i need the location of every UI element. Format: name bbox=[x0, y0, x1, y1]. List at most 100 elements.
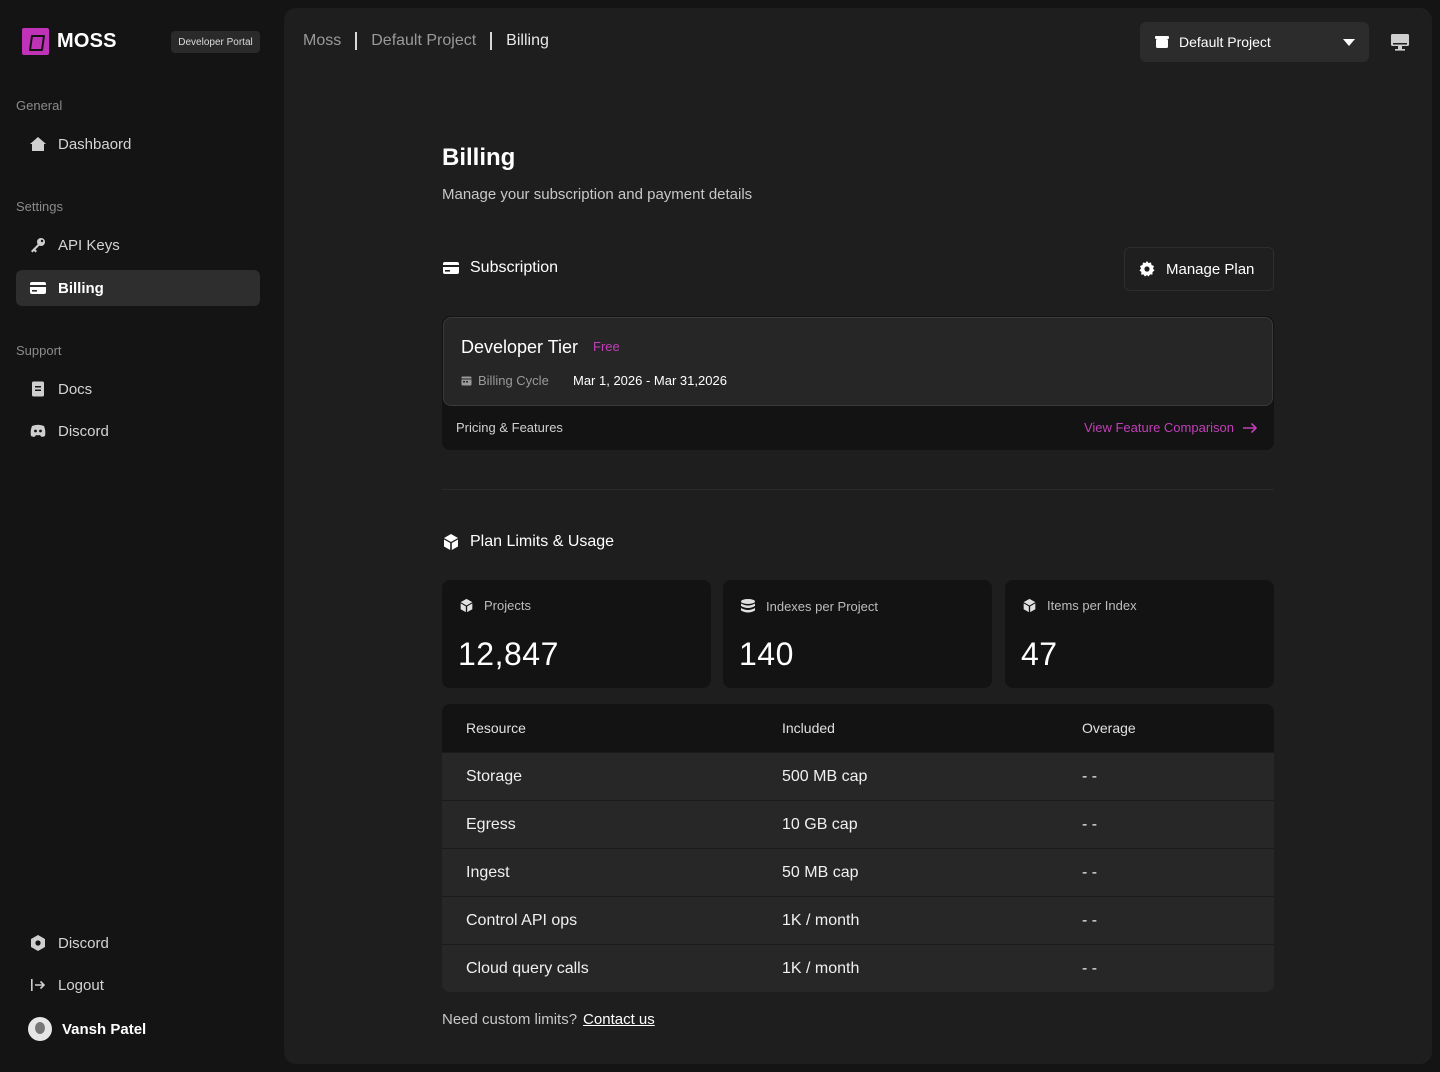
cell-resource: Control API ops bbox=[466, 911, 578, 929]
sidebar-item-api-keys[interactable]: API Keys bbox=[16, 227, 260, 263]
subscription-heading-label: Subscription bbox=[470, 259, 559, 276]
stat-label: Items per Index bbox=[1022, 598, 1137, 613]
stat-label-text: Indexes per Project bbox=[766, 598, 879, 614]
subscription-heading: Subscription bbox=[442, 259, 558, 277]
cell-resource: Egress bbox=[466, 815, 516, 833]
cell-included: 500 MB cap bbox=[782, 767, 868, 785]
gear-icon bbox=[29, 934, 47, 952]
stat-label-text: Items per Index bbox=[1047, 598, 1137, 613]
breadcrumb-project[interactable]: Default Project bbox=[371, 32, 477, 49]
brand-name: MOSS bbox=[57, 30, 117, 52]
stat-value: 12,847 bbox=[458, 636, 559, 672]
cell-included: 10 GB cap bbox=[782, 815, 858, 833]
pricing-features-label: Pricing & Features bbox=[456, 420, 563, 435]
stat-label-text: Projects bbox=[484, 598, 531, 613]
cube-icon bbox=[442, 533, 460, 551]
developer-portal-badge: Developer Portal bbox=[171, 31, 260, 53]
card-icon bbox=[442, 259, 460, 277]
table-row: Control API ops 1K / month - - bbox=[442, 896, 1274, 944]
sidebar-item-discord-bottom[interactable]: Discord bbox=[16, 925, 260, 961]
section-label-general: General bbox=[16, 98, 63, 113]
sidebar-item-dashboard[interactable]: Dashbaord bbox=[16, 126, 260, 162]
logout-button[interactable]: Logout bbox=[16, 967, 260, 1003]
cell-included: 1K / month bbox=[782, 911, 860, 929]
sidebar-item-label: Docs bbox=[58, 380, 93, 398]
project-select-label: Default Project bbox=[1179, 34, 1271, 50]
manage-plan-button[interactable]: Manage Plan bbox=[1124, 247, 1274, 291]
breadcrumb-moss[interactable]: Moss bbox=[303, 32, 342, 49]
page-subtitle: Manage your subscription and payment det… bbox=[442, 186, 753, 203]
sidebar-item-label: Discord bbox=[58, 422, 109, 440]
column-header-resource: Resource bbox=[466, 720, 526, 736]
sidebar-item-discord[interactable]: Discord bbox=[16, 413, 260, 449]
sidebar-item-label: Logout bbox=[58, 976, 104, 994]
discord-icon bbox=[29, 422, 47, 440]
card-icon bbox=[29, 279, 47, 297]
breadcrumb-separator bbox=[355, 32, 358, 50]
table-header: Resource Included Overage bbox=[442, 704, 1274, 752]
user-name: Vansh Patel bbox=[62, 1020, 147, 1038]
sidebar-item-label: API Keys bbox=[58, 236, 120, 254]
contact-us-link[interactable]: Contact us bbox=[583, 1011, 655, 1028]
tier-summary: Developer Tier Free Billing Cycle Mar 1,… bbox=[443, 317, 1273, 406]
user-profile[interactable]: Vansh Patel bbox=[28, 1017, 146, 1041]
custom-limits-note: Need custom limits? Contact us bbox=[442, 1011, 655, 1028]
table-row: Egress 10 GB cap - - bbox=[442, 800, 1274, 848]
page-title: Billing bbox=[442, 144, 516, 171]
custom-limits-text: Need custom limits? bbox=[442, 1011, 578, 1028]
plan-limits-heading-label: Plan Limits & Usage bbox=[470, 533, 615, 550]
key-icon bbox=[29, 236, 47, 254]
plan-limits-heading: Plan Limits & Usage bbox=[442, 533, 614, 551]
sidebar: MOSS Developer Portal General Dashbaord … bbox=[0, 0, 276, 1072]
cell-included: 1K / month bbox=[782, 959, 860, 977]
project-select[interactable]: Default Project bbox=[1140, 22, 1369, 62]
table-row: Ingest 50 MB cap - - bbox=[442, 848, 1274, 896]
view-feature-comparison-link[interactable]: View Feature Comparison bbox=[1084, 420, 1258, 435]
folder-icon bbox=[1154, 34, 1170, 50]
billing-cycle-value: Mar 1, 2026 - Mar 31,2026 bbox=[573, 373, 727, 388]
cell-resource: Ingest bbox=[466, 863, 510, 881]
column-header-included: Included bbox=[782, 720, 835, 736]
section-divider bbox=[442, 489, 1274, 490]
table-row: Cloud query calls 1K / month - - bbox=[442, 944, 1274, 992]
arrow-right-icon bbox=[1242, 422, 1258, 434]
chevron-down-icon bbox=[1343, 39, 1355, 46]
subscription-card: Developer Tier Free Billing Cycle Mar 1,… bbox=[442, 316, 1274, 450]
cube-icon bbox=[459, 598, 474, 613]
brand-logo[interactable]: MOSS bbox=[22, 28, 117, 55]
doc-icon bbox=[29, 380, 47, 398]
sidebar-item-label: Discord bbox=[58, 934, 109, 952]
cell-overage: - - bbox=[1082, 863, 1098, 881]
usage-table: Resource Included Overage Storage 500 MB… bbox=[442, 704, 1274, 992]
database-icon bbox=[740, 598, 756, 614]
stat-card-items: Items per Index 47 bbox=[1005, 580, 1274, 688]
gear-icon bbox=[1138, 260, 1156, 278]
cell-resource: Storage bbox=[466, 767, 523, 785]
cell-overage: - - bbox=[1082, 767, 1098, 785]
manage-plan-label: Manage Plan bbox=[1166, 260, 1255, 278]
table-row: Storage 500 MB cap - - bbox=[442, 752, 1274, 800]
cube-icon bbox=[1022, 598, 1037, 613]
stat-label: Indexes per Project bbox=[740, 598, 878, 614]
cell-resource: Cloud query calls bbox=[466, 959, 589, 977]
stat-card-indexes: Indexes per Project 140 bbox=[723, 580, 992, 688]
column-header-overage: Overage bbox=[1082, 720, 1136, 736]
breadcrumb-billing: Billing bbox=[506, 32, 549, 49]
section-label-settings: Settings bbox=[16, 199, 63, 214]
breadcrumb: Moss Default Project Billing bbox=[303, 32, 549, 50]
home-icon bbox=[29, 135, 47, 153]
main-panel: Moss Default Project Billing Default Pro… bbox=[284, 8, 1432, 1064]
cell-overage: - - bbox=[1082, 911, 1098, 929]
avatar bbox=[28, 1017, 52, 1041]
monitor-icon[interactable] bbox=[1390, 32, 1410, 52]
sidebar-item-docs[interactable]: Docs bbox=[16, 371, 260, 407]
billing-cycle-text: Billing Cycle bbox=[478, 373, 549, 388]
sidebar-item-label: Billing bbox=[58, 279, 104, 297]
sidebar-item-label: Dashbaord bbox=[58, 135, 132, 153]
stat-label: Projects bbox=[459, 598, 531, 613]
stat-value: 140 bbox=[739, 636, 794, 672]
compare-link-label: View Feature Comparison bbox=[1083, 420, 1234, 435]
breadcrumb-separator bbox=[490, 32, 493, 50]
sidebar-item-billing[interactable]: Billing bbox=[16, 270, 260, 306]
section-label-support: Support bbox=[16, 343, 62, 358]
